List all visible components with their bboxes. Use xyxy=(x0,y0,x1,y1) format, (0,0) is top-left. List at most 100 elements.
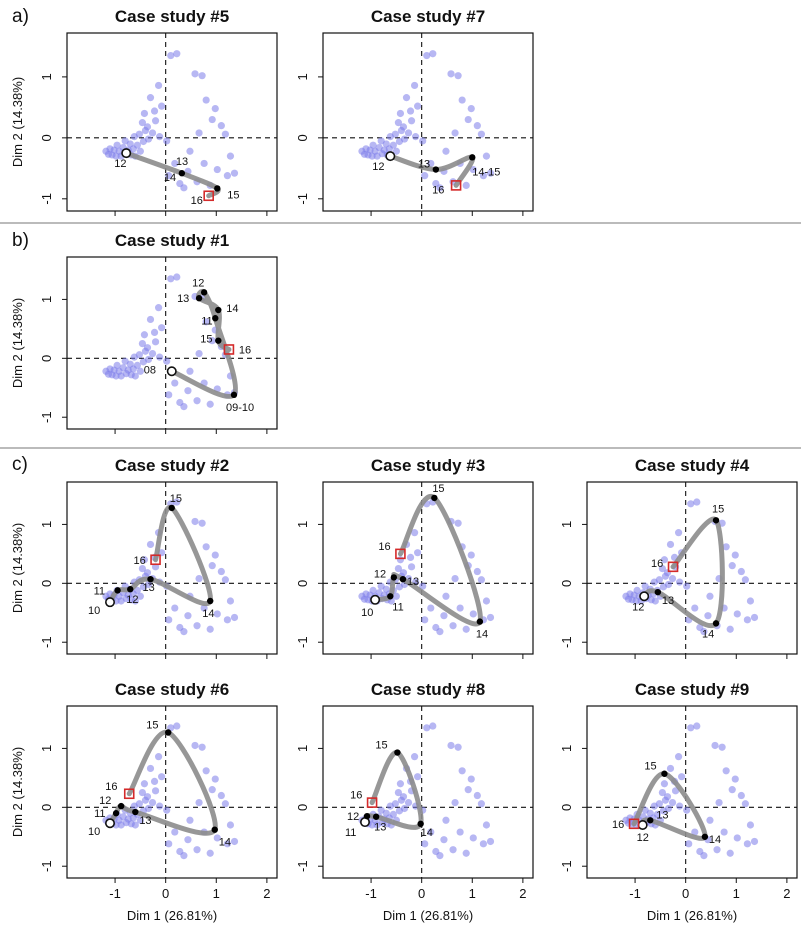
background-point xyxy=(399,123,408,131)
y-tick-label: 1 xyxy=(39,745,54,752)
background-point xyxy=(421,616,429,624)
trajectory-point-label: 11 xyxy=(94,585,105,597)
background-point xyxy=(668,575,677,583)
background-point xyxy=(151,338,160,346)
y-tick-label: 1 xyxy=(295,521,310,528)
y-tick-label: 0 xyxy=(39,134,54,141)
trajectory-point-label: 13 xyxy=(177,293,189,305)
trajectory-point-label: 12 xyxy=(374,568,386,580)
background-point xyxy=(743,840,752,848)
background-point xyxy=(473,567,481,576)
end-point-marker xyxy=(667,561,679,573)
background-point xyxy=(144,355,153,364)
background-point xyxy=(191,741,199,750)
background-point xyxy=(668,799,677,807)
end-point-marker xyxy=(223,344,235,355)
background-point xyxy=(151,787,160,795)
trajectory-point-marker xyxy=(147,575,154,583)
x-tick-label: 1 xyxy=(469,886,476,901)
background-point xyxy=(171,828,179,836)
trajectory-point-label: 16 xyxy=(191,195,203,207)
background-point xyxy=(211,775,219,783)
x-tick-label: 1 xyxy=(213,886,220,901)
trajectory-point-label: 15 xyxy=(375,740,387,752)
trajectory-point-label: 16 xyxy=(612,819,624,831)
background-point xyxy=(427,828,435,836)
background-point xyxy=(389,141,397,149)
background-point xyxy=(436,184,444,192)
background-point xyxy=(482,821,491,829)
plot-area xyxy=(587,706,797,878)
background-point xyxy=(154,304,163,312)
y-axis-label: Dim 2 (14.38%) xyxy=(10,523,25,613)
panel-title: Case study #7 xyxy=(371,7,485,26)
end-point-marker xyxy=(366,797,378,808)
background-point xyxy=(171,159,179,168)
background-point xyxy=(391,800,399,808)
background-point xyxy=(651,597,659,605)
background-point xyxy=(678,773,686,781)
background-point xyxy=(462,849,470,857)
background-point xyxy=(230,613,239,622)
background-point xyxy=(148,350,157,358)
background-point xyxy=(202,767,210,775)
background-point xyxy=(726,849,734,857)
background-point xyxy=(419,582,427,590)
plot-frame xyxy=(322,705,534,879)
background-point xyxy=(737,791,745,800)
start-point-marker xyxy=(105,818,116,829)
trajectory-point-marker xyxy=(712,620,720,627)
trajectory-point-label: 14 xyxy=(421,827,433,839)
background-point xyxy=(423,724,431,732)
trajectory-point-marker xyxy=(469,154,476,161)
background-point xyxy=(186,367,194,375)
end-point-marker xyxy=(123,788,135,800)
background-point xyxy=(226,597,235,605)
background-point xyxy=(469,165,477,174)
background-point xyxy=(442,816,450,824)
background-point xyxy=(711,741,719,750)
trajectory-point-label: 14 xyxy=(226,303,238,315)
panel-title: Case study #6 xyxy=(115,680,229,699)
background-point xyxy=(479,172,488,180)
background-point xyxy=(666,764,675,773)
background-point xyxy=(456,828,464,836)
background-point xyxy=(146,315,155,324)
plot-area xyxy=(587,482,797,654)
background-point xyxy=(143,123,152,131)
background-point xyxy=(369,141,377,149)
background-point xyxy=(720,828,728,836)
plot-frame xyxy=(66,256,278,430)
background-point xyxy=(217,791,225,800)
background-point xyxy=(180,628,188,636)
trajectory-point-marker xyxy=(372,813,380,820)
background-point xyxy=(135,130,143,138)
x-tick-label: 2 xyxy=(519,886,526,901)
background-point xyxy=(482,152,491,160)
background-point xyxy=(217,122,225,130)
trajectory-point-marker xyxy=(132,808,139,816)
panel-title: Case study #4 xyxy=(635,456,750,475)
start-point-marker xyxy=(639,591,650,602)
background-point xyxy=(464,786,472,794)
background-point xyxy=(442,592,450,600)
background-point xyxy=(131,372,139,380)
trajectory-point-marker xyxy=(200,289,208,296)
plot-area xyxy=(67,33,277,211)
trajectory-point-label: 10 xyxy=(88,826,100,838)
background-point xyxy=(451,799,459,807)
background-point xyxy=(663,793,672,801)
background-point xyxy=(146,540,155,549)
background-point xyxy=(660,556,669,564)
plot-area xyxy=(67,706,277,878)
background-point xyxy=(186,147,194,155)
start-point-marker xyxy=(105,597,116,608)
background-point xyxy=(458,96,466,104)
background-point xyxy=(173,498,181,506)
trajectory-point-marker xyxy=(399,575,407,583)
y-axis-label: Dim 2 (14.38%) xyxy=(10,77,25,167)
section-label-a: a) xyxy=(12,6,29,27)
trajectory-point-label: 16 xyxy=(651,558,663,570)
